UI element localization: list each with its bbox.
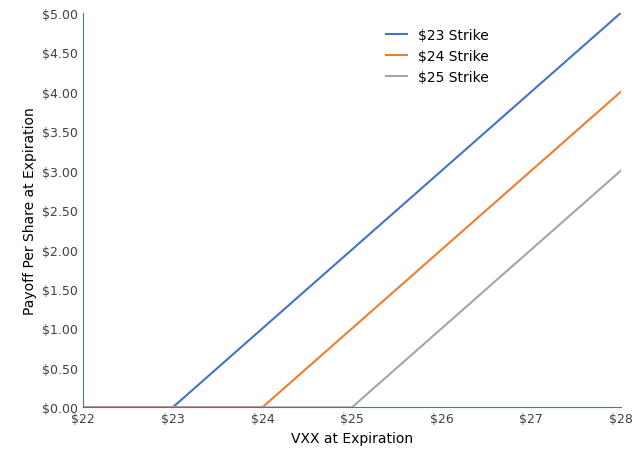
$23 Strike xyxy=(316,275,324,281)
$24 Strike xyxy=(297,371,305,377)
$24 Strike xyxy=(499,194,506,200)
$25 Strike xyxy=(79,405,87,410)
$24 Strike xyxy=(449,238,456,244)
Line: $24 Strike: $24 Strike xyxy=(83,93,621,407)
Legend: $23 Strike, $24 Strike, $25 Strike: $23 Strike, $24 Strike, $25 Strike xyxy=(386,29,488,84)
$25 Strike xyxy=(508,264,516,269)
$24 Strike xyxy=(617,90,625,95)
$24 Strike xyxy=(508,185,516,191)
$23 Strike xyxy=(79,405,87,410)
X-axis label: VXX at Expiration: VXX at Expiration xyxy=(291,431,413,445)
$24 Strike xyxy=(134,405,142,410)
$23 Strike xyxy=(617,11,625,17)
$24 Strike xyxy=(316,354,324,360)
Y-axis label: Payoff Per Share at Expiration: Payoff Per Share at Expiration xyxy=(23,107,36,314)
$25 Strike xyxy=(449,317,456,322)
$23 Strike xyxy=(508,106,516,112)
$25 Strike xyxy=(499,273,506,278)
$25 Strike xyxy=(617,169,625,174)
$23 Strike xyxy=(499,115,506,121)
$25 Strike xyxy=(134,405,142,410)
$23 Strike xyxy=(134,405,142,410)
$23 Strike xyxy=(297,293,305,298)
$23 Strike xyxy=(449,159,456,165)
Line: $23 Strike: $23 Strike xyxy=(83,14,621,407)
$25 Strike xyxy=(297,405,305,410)
Line: $25 Strike: $25 Strike xyxy=(83,171,621,407)
$25 Strike xyxy=(316,405,324,410)
$24 Strike xyxy=(79,405,87,410)
